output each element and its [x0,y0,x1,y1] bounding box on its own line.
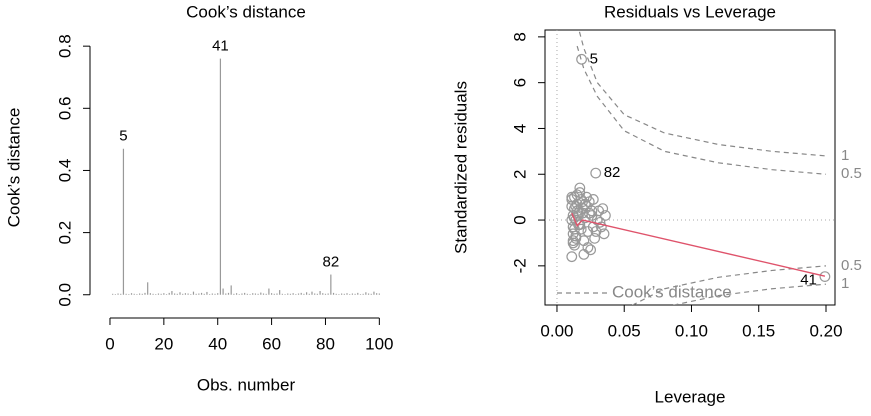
x-tick-label: 80 [316,334,335,353]
x-tick-label: 0.20 [809,321,842,340]
point-label: 41 [800,272,817,289]
point-label: 5 [590,50,598,67]
point [574,219,586,231]
point-label: 41 [212,38,229,55]
cook-contour [671,283,827,305]
chart-title: Residuals vs Leverage [604,2,776,21]
point-label: 5 [119,128,127,145]
point [589,232,601,244]
x-tick-label: 0 [105,334,114,353]
point [590,167,602,179]
clip-group [545,30,835,305]
y-tick-label: 2 [510,170,529,179]
point-label: 82 [604,164,621,181]
smooth-line [571,212,826,277]
point [566,251,578,263]
y-tick-label: 0.0 [55,283,74,307]
legend-label: Cook’s distance [612,282,732,301]
chart-title: Cook’s distance [186,2,306,21]
plot-frame [544,29,836,306]
x-tick-label: 0.15 [742,321,775,340]
point [597,203,609,215]
point [566,214,578,226]
y-tick-label: 0.2 [55,221,74,245]
point [577,207,588,219]
y-tick-label: 6 [510,78,529,87]
point [570,200,582,212]
chart: Cook’s distance Obs. number Cook’s distanc… [4,2,393,394]
x-axis-label: Obs. number [197,375,296,394]
y-tick-label: 0.8 [55,34,74,58]
contour-label: 1 [841,275,849,292]
point [595,221,607,233]
point [819,271,831,283]
cook-contour [576,45,827,175]
point [585,244,596,256]
point [587,194,599,205]
y-tick-label: 0 [510,215,529,224]
y-tick-label: 0.6 [55,96,74,120]
point [566,200,578,212]
contour-label: 0.5 [841,165,862,182]
x-tick-label: 0.10 [675,321,708,340]
y-axis-label: Standardized residuals [451,81,470,254]
y-tick-label: -2 [510,258,529,273]
point [582,242,594,253]
y-axis-label: Cook’s distance [4,108,23,228]
y-tick-label: 4 [510,124,529,133]
point [598,228,610,240]
point [599,210,611,221]
x-tick-label: 0.05 [608,321,641,340]
point [567,235,579,247]
cook-contour [631,265,827,305]
x-tick-label: 40 [208,334,227,353]
cook-contour [578,30,827,157]
point [574,182,586,194]
x-tick-label: 0.00 [540,321,573,340]
chart: Residuals vs Leverage Leverage Standardize… [451,2,861,406]
x-axis-label: Leverage [655,387,726,406]
x-tick-label: 100 [365,334,393,353]
y-tick-label: 8 [510,32,529,41]
contour-label: 0.5 [841,257,862,274]
x-tick-label: 20 [154,334,173,353]
y-tick-label: 0.4 [55,159,74,183]
point [569,212,580,224]
x-tick-label: 60 [262,334,281,353]
point-label: 82 [323,254,340,271]
contour-label: 1 [841,147,849,164]
point [576,53,587,65]
